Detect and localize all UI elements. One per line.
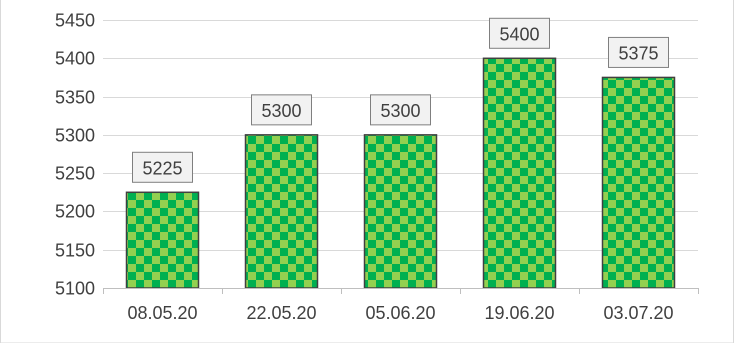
bar (244, 134, 319, 289)
y-tick-label: 5300 (55, 126, 95, 146)
x-tick-label: 05.06.20 (365, 303, 435, 323)
bar (363, 134, 438, 289)
data-label-box (489, 17, 550, 49)
x-tick-labels: 08.05.20 22.05.20 05.06.20 19.06.20 03.07.20 (127, 303, 673, 323)
y-tick-label: 5200 (55, 202, 95, 222)
x-tick-label: 08.05.20 (127, 303, 197, 323)
x-tick-label: 22.05.20 (246, 303, 316, 323)
y-tick-label: 5400 (55, 49, 95, 69)
y-tick-label: 5100 (55, 279, 95, 299)
data-label: 5300 (261, 101, 301, 121)
y-tick-label: 5150 (55, 241, 95, 261)
data-label-box (251, 94, 312, 126)
bar (601, 76, 676, 289)
y-tick-label: 5350 (55, 88, 95, 108)
bar (125, 191, 200, 289)
y-tick-label: 5250 (55, 164, 95, 184)
bars (125, 57, 676, 289)
x-tick-label: 03.07.20 (603, 303, 673, 323)
bar (482, 57, 557, 289)
x-tick-label: 19.06.20 (484, 303, 554, 323)
data-label-box (370, 94, 431, 126)
data-label: 5300 (380, 101, 420, 121)
y-tick-label: 5450 (55, 11, 95, 31)
data-label-box (608, 36, 669, 68)
data-labels: 5225 5300 5300 5400 5375 (132, 17, 669, 183)
data-label: 5375 (618, 43, 658, 63)
axes (103, 288, 699, 294)
data-label: 5225 (142, 158, 182, 178)
data-label: 5400 (499, 24, 539, 44)
y-tick-labels: 5100 5150 5200 5250 5300 5350 5400 5450 (55, 11, 95, 299)
data-label-box (132, 151, 193, 183)
